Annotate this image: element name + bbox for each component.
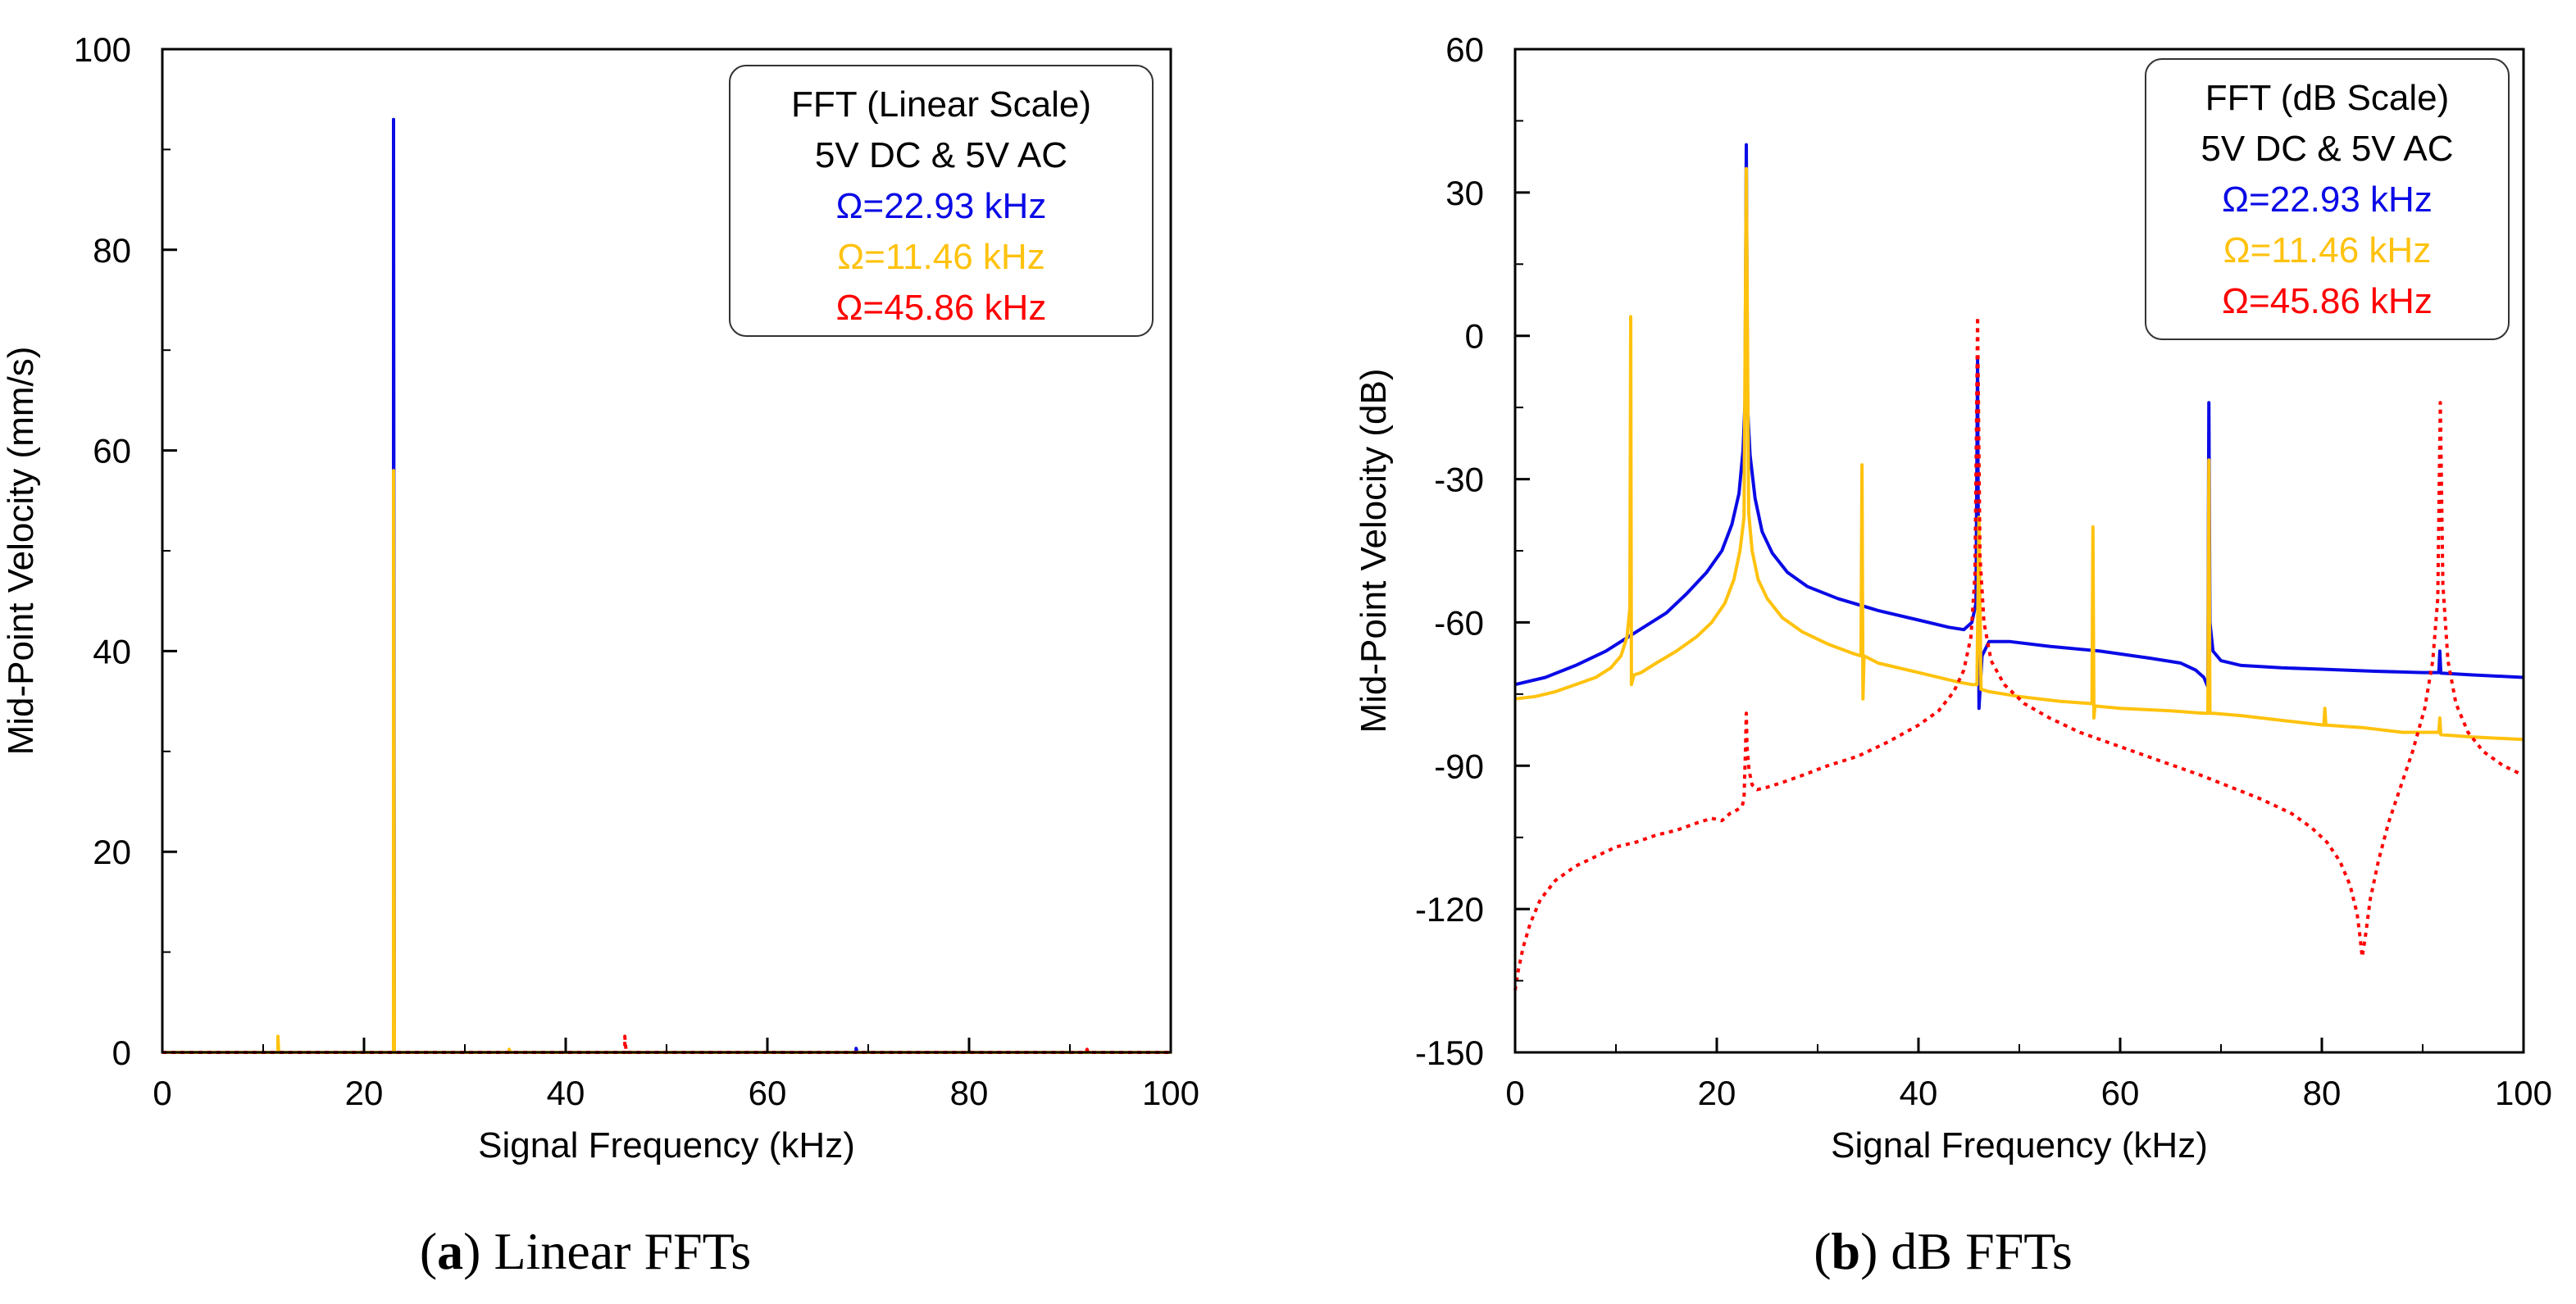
chart-b-x-tick-label-2: 40 (1900, 1074, 1938, 1112)
chart-b-legend-line-3: Ω=11.46 kHz (2223, 230, 2431, 270)
chart-a-legend-line-3: Ω=11.46 kHz (837, 237, 1045, 277)
chart-a-x-tick-label-3: 60 (749, 1074, 787, 1112)
chart-b-y-tick-label-2: -90 (1434, 747, 1484, 785)
chart-b-legend-line-0: FFT (dB Scale) (2205, 78, 2449, 118)
chart-b-x-tick-label-4: 80 (2303, 1074, 2342, 1112)
chart-a-x-tick-label-0: 0 (152, 1074, 171, 1112)
chart-b-x-tick-label-5: 100 (2495, 1074, 2552, 1112)
chart-a-legend-line-2: Ω=22.93 kHz (836, 186, 1047, 226)
chart-b-y-tick-label-4: -30 (1434, 461, 1484, 499)
chart-a-y-tick-label-3: 60 (93, 432, 131, 470)
chart-a-y-tick-label-0: 0 (112, 1034, 131, 1072)
chart-a-x-tick-label-4: 80 (950, 1074, 989, 1112)
chart-b-legend-box (2145, 58, 2510, 340)
chart-b-y-axis-label: Mid-Point Velocity (dB) (1354, 368, 1394, 733)
chart-b-y-tick-label-3: -60 (1434, 603, 1484, 642)
chart-b-x-tick-label-3: 60 (2101, 1074, 2140, 1112)
chart-a-y-tick-label-4: 80 (93, 231, 131, 270)
chart-b-y-tick-label-1: -120 (1415, 890, 1484, 929)
chart-b-series-line-2 (1513, 315, 2524, 991)
chart-b-series-line-0 (1514, 143, 2524, 711)
chart-a-legend-box (729, 65, 1154, 337)
chart-a-y-tick-label-2: 40 (93, 632, 131, 670)
chart-b-legend-line-4: Ω=45.86 kHz (2222, 281, 2433, 321)
chart-b-legend-line-2: Ω=22.93 kHz (2222, 179, 2433, 220)
chart-b-legend-line-1: 5V DC & 5V AC (2201, 129, 2453, 169)
chart-b-y-tick-label-0: -150 (1415, 1034, 1484, 1072)
chart-b-y-tick-label-6: 30 (1445, 174, 1484, 212)
chart-a-x-tick-label-5: 100 (1142, 1074, 1199, 1112)
chart-a-legend-line-0: FFT (Linear Scale) (791, 84, 1091, 125)
chart-b-x-tick-label-0: 0 (1505, 1074, 1524, 1112)
chart-b-y-tick-label-5: 0 (1465, 317, 1484, 356)
caption-a-letter: a (437, 1222, 463, 1280)
caption-b-letter: b (1832, 1222, 1861, 1280)
chart-a-series-line-1 (162, 469, 1171, 1054)
chart-panel-b: 0 20 40 60 80 100 -150 -120 -90 -60 -30 0 30 60 Signal… (1354, 30, 2552, 1165)
chart-a-x-axis-label: Signal Frequency (kHz) (478, 1125, 855, 1165)
chart-b-series-line-1 (1514, 166, 2524, 742)
chart-a-y-tick-label-5: 100 (74, 30, 131, 69)
caption-b-text: dB FFTs (1891, 1222, 2072, 1280)
chart-a-legend-line-1: 5V DC & 5V AC (815, 135, 1067, 175)
chart-a-x-tick-label-2: 40 (547, 1074, 585, 1112)
chart-panel-a: 0 20 40 60 80 100 0 20 40 60 80 100 Signal Frequency… (1, 30, 1199, 1165)
chart-a-y-tick-label-1: 20 (93, 833, 131, 871)
chart-b-x-axis-label: Signal Frequency (kHz) (1831, 1125, 2208, 1165)
chart-b-x-tick-label-1: 20 (1698, 1074, 1736, 1112)
caption-b: (b) dB FFTs (1814, 1222, 2073, 1280)
caption-a: (a) Linear FFTs (420, 1222, 751, 1280)
chart-a-y-axis-label: Mid-Point Velocity (mm/s) (1, 347, 41, 756)
chart-b-y-tick-label-7: 60 (1445, 30, 1484, 69)
caption-a-text: Linear FFTs (494, 1222, 751, 1280)
chart-a-legend-line-4: Ω=45.86 kHz (836, 288, 1047, 328)
chart-a-x-tick-label-1: 20 (345, 1074, 384, 1112)
